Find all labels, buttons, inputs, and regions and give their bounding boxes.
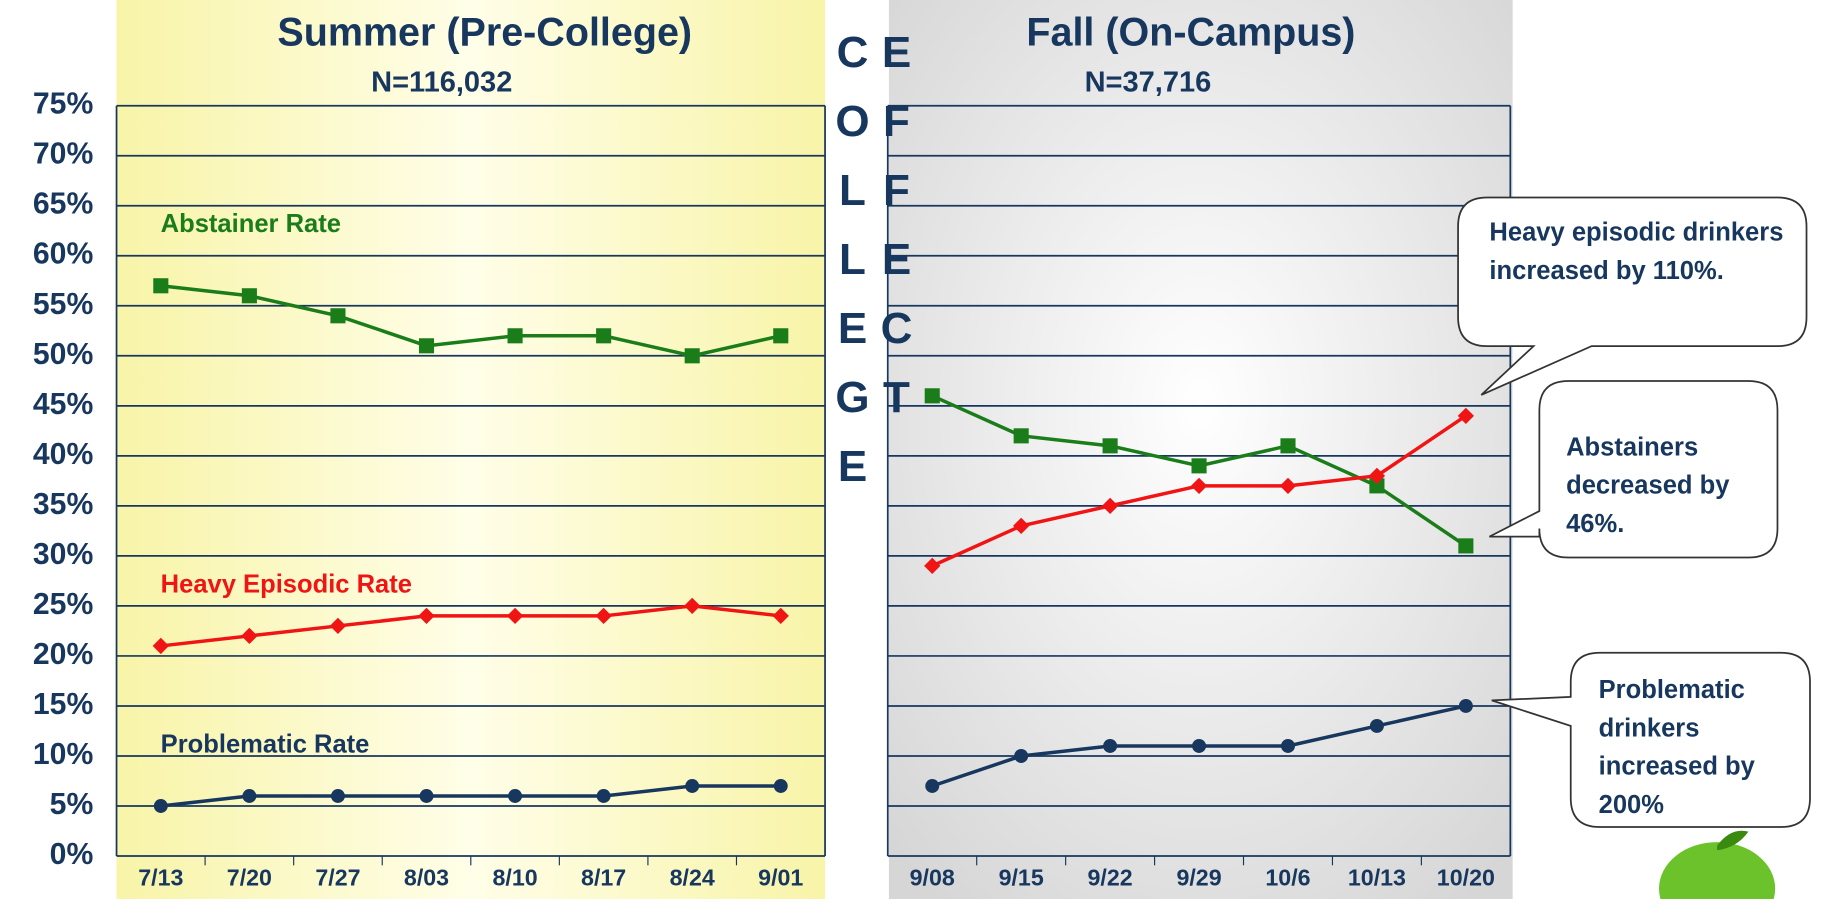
callout-text: Problematic drinkers increased by 200% [1599, 670, 1785, 823]
x-tick-label: 8/24 [670, 864, 715, 890]
point [508, 328, 523, 343]
point [153, 278, 168, 293]
point [773, 328, 788, 343]
panel-background [889, 0, 1513, 899]
x-tick-label: 10/6 [1265, 864, 1310, 890]
point [1103, 438, 1118, 453]
point [774, 779, 788, 793]
callout-text: Abstainers decreased by 46%. [1566, 427, 1740, 542]
x-tick-label: 7/20 [227, 864, 272, 890]
y-tick-label: 15% [33, 688, 94, 721]
series-label: Problematic Rate [161, 730, 370, 758]
y-tick-label: 50% [33, 338, 94, 371]
point [1281, 739, 1295, 753]
x-tick-label: 7/27 [315, 864, 360, 890]
y-tick-label: 55% [33, 288, 94, 321]
point [508, 789, 522, 803]
x-tick-label: 8/10 [492, 864, 537, 890]
chart-title: Fall (On-Campus) [1026, 10, 1355, 54]
y-tick-label: 65% [33, 188, 94, 221]
series-label: Abstainer Rate [161, 210, 341, 238]
y-tick-label: 30% [33, 538, 94, 571]
point [1014, 749, 1028, 763]
point [1280, 438, 1295, 453]
chart-subtitle: N=37,716 [1085, 66, 1212, 98]
y-tick-label: 10% [33, 738, 94, 771]
x-tick-label: 10/20 [1437, 864, 1495, 890]
y-tick-label: 60% [33, 238, 94, 271]
point [1459, 699, 1473, 713]
chart-subtitle: N=116,032 [371, 66, 512, 98]
point [925, 388, 940, 403]
point [1192, 458, 1207, 473]
point [419, 338, 434, 353]
y-tick-label: 25% [33, 588, 94, 621]
point [330, 308, 345, 323]
y-tick-label: 70% [33, 138, 94, 171]
callout: Problematic drinkers increased by 200% [1599, 670, 1785, 827]
x-tick-label: 9/22 [1088, 864, 1133, 890]
x-tick-label: 8/17 [581, 864, 626, 890]
x-tick-label: 10/13 [1348, 864, 1406, 890]
point [331, 789, 345, 803]
point [1192, 739, 1206, 753]
point [1458, 538, 1473, 553]
callout-text: Heavy episodic drinkers increased by 110… [1489, 213, 1797, 290]
point [242, 789, 256, 803]
point [596, 328, 611, 343]
x-tick-label: 7/13 [138, 864, 183, 890]
y-tick-label: 5% [50, 788, 94, 821]
y-tick-label: 40% [33, 438, 94, 471]
y-tick-label: 35% [33, 488, 94, 521]
divider-text: COLLEGE EFFECT [830, 28, 918, 899]
point [154, 799, 168, 813]
y-tick-label: 75% [33, 88, 94, 121]
series-label: Heavy Episodic Rate [161, 570, 412, 598]
y-tick-label: 20% [33, 638, 94, 671]
point [685, 348, 700, 363]
apple-logo [1659, 831, 1775, 899]
panel-background [117, 0, 826, 899]
point [597, 789, 611, 803]
point [242, 288, 257, 303]
x-tick-label: 9/29 [1176, 864, 1221, 890]
point [1370, 719, 1384, 733]
chart-title: Summer (Pre-College) [277, 10, 692, 54]
x-tick-label: 9/01 [758, 864, 803, 890]
callout: Abstainers decreased by 46%. [1566, 427, 1740, 555]
point [1014, 428, 1029, 443]
callout: Heavy episodic drinkers increased by 110… [1489, 213, 1797, 341]
y-tick-label: 0% [50, 838, 94, 871]
point [925, 779, 939, 793]
x-tick-label: 9/15 [999, 864, 1044, 890]
point [420, 789, 434, 803]
point [685, 779, 699, 793]
y-tick-label: 45% [33, 388, 94, 421]
x-tick-label: 8/03 [404, 864, 449, 890]
point [1103, 739, 1117, 753]
